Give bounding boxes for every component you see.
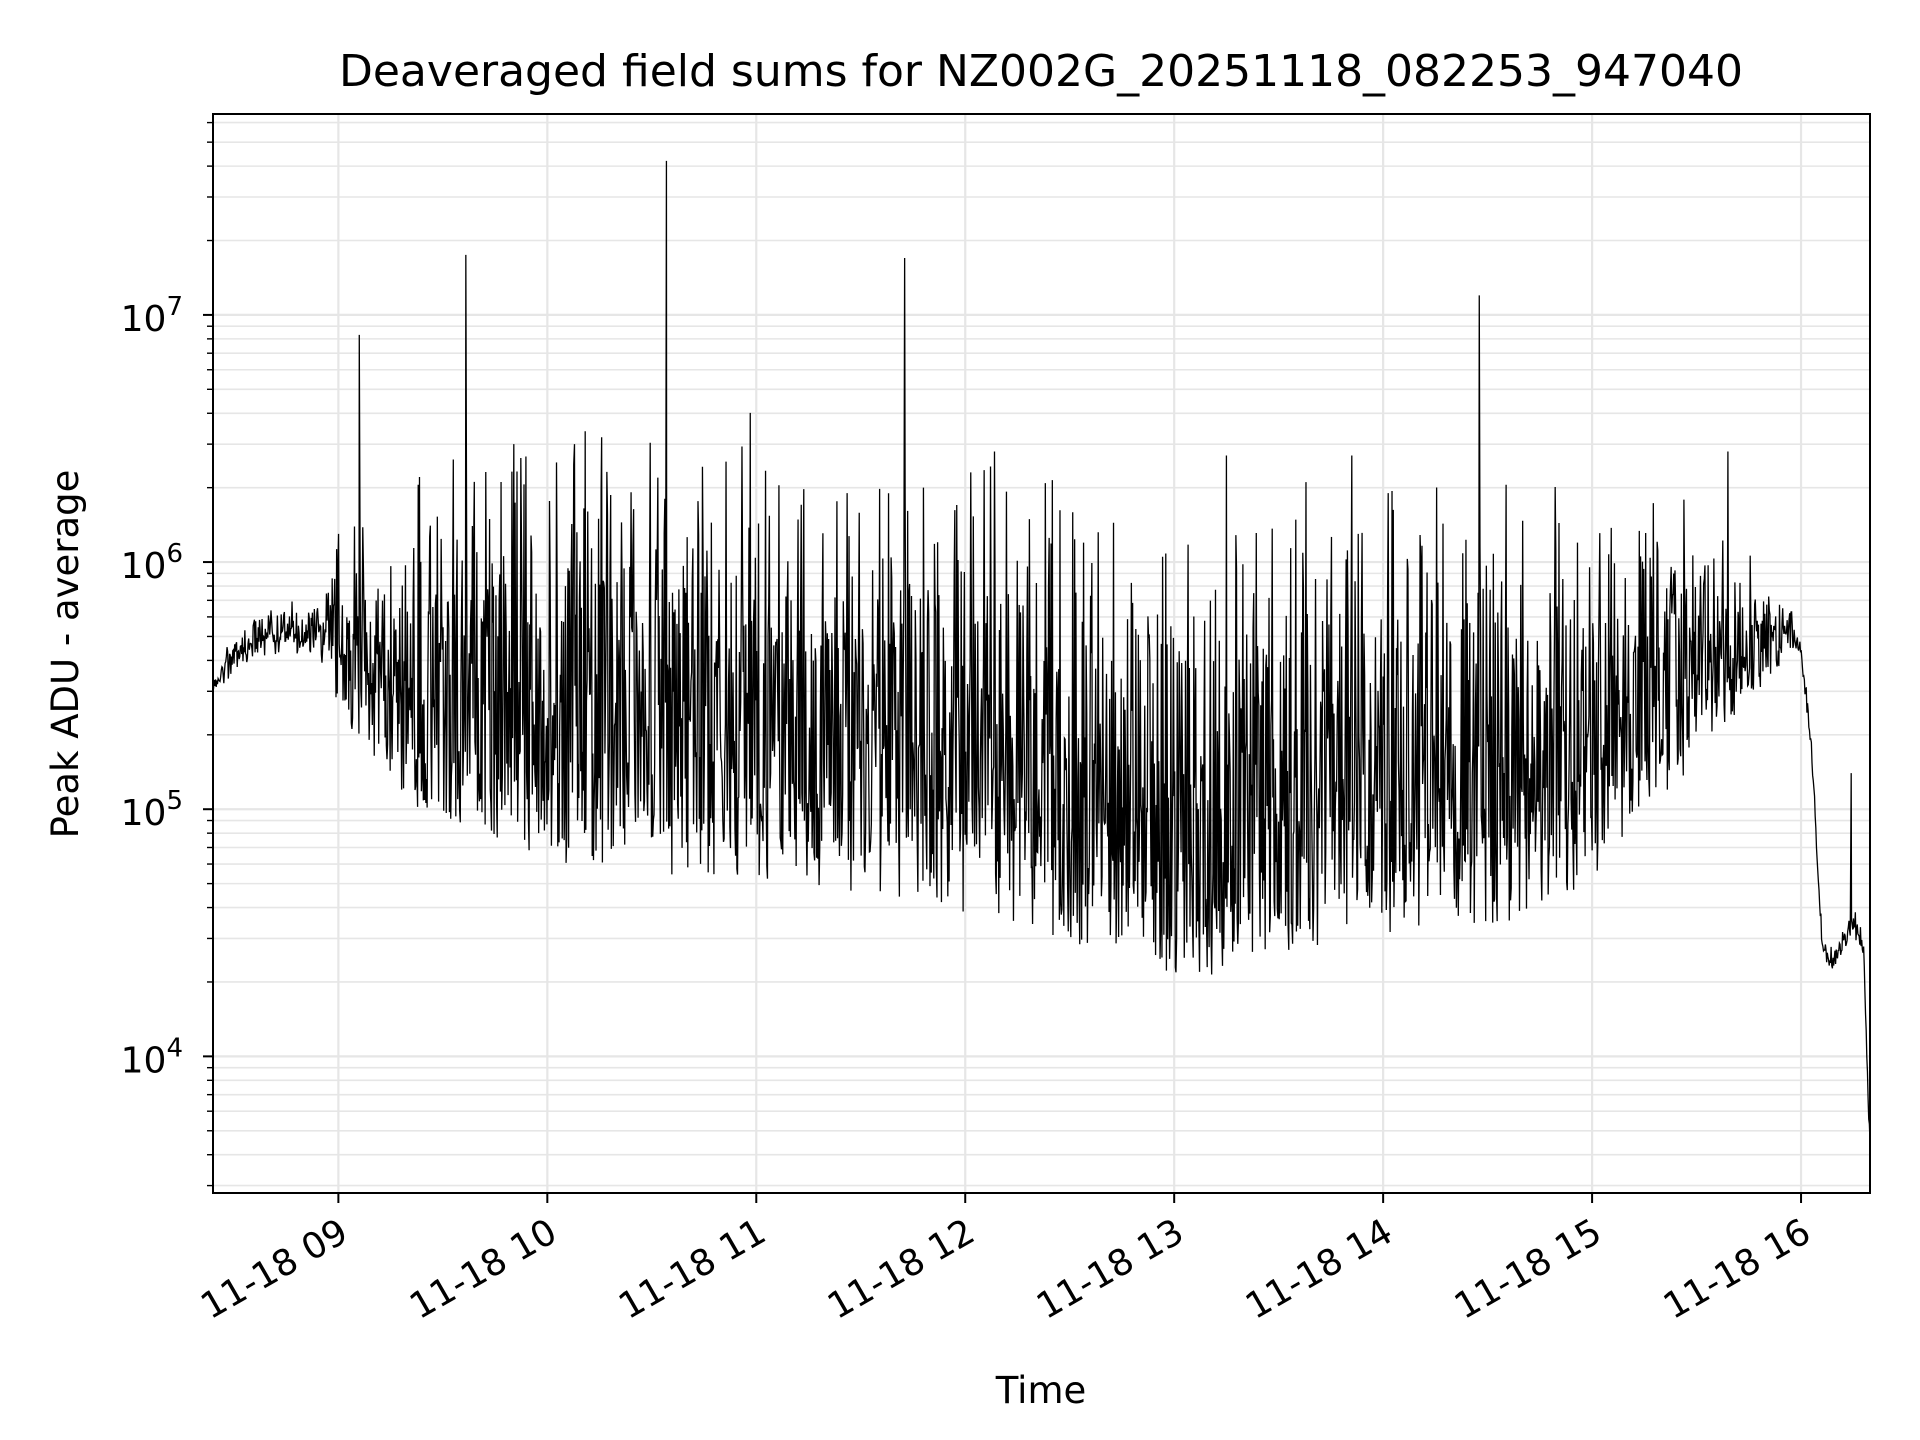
- x-tick-label: 11-18 13: [1030, 1211, 1191, 1327]
- x-axis-title: Time: [995, 1369, 1087, 1412]
- x-tick-label: 11-18 15: [1448, 1211, 1609, 1327]
- plot-frame: [212, 113, 1871, 1194]
- x-tick-label: 11-18 10: [403, 1211, 564, 1327]
- x-tick-label: 11-18 09: [194, 1211, 355, 1327]
- y-tick-label: 105: [121, 786, 183, 834]
- y-tick-label: 106: [121, 539, 183, 587]
- x-tick-label: 11-18 16: [1657, 1211, 1818, 1327]
- x-tick-label: 11-18 14: [1239, 1211, 1400, 1327]
- y-tick-label: 107: [121, 292, 183, 340]
- x-tick-label: 11-18 12: [821, 1211, 982, 1327]
- y-tick-label: 104: [121, 1033, 183, 1081]
- chart-title: Deaveraged field sums for NZ002G_2025111…: [339, 46, 1743, 97]
- series-line: [212, 160, 1871, 1143]
- x-tick-label: 11-18 11: [612, 1211, 773, 1327]
- y-axis-title: Peak ADU - average: [44, 470, 87, 839]
